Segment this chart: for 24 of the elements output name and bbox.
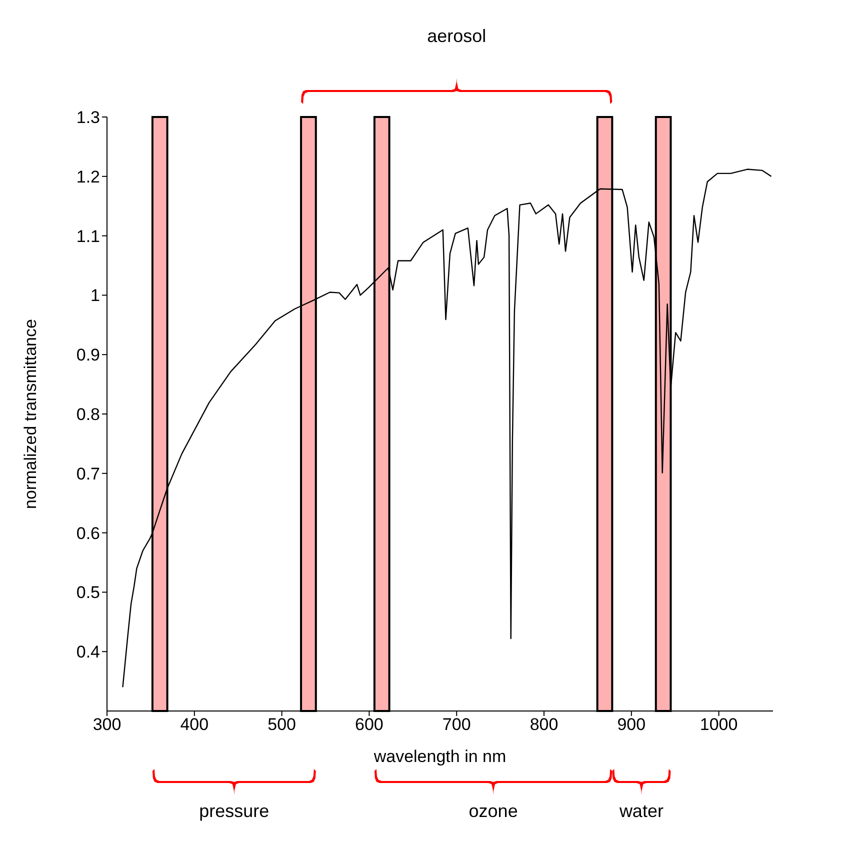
text: water <box>618 801 664 821</box>
y-tick-label: 1.3 <box>76 108 100 128</box>
y-tick-label: 0.8 <box>76 405 100 424</box>
x-tick-label: 900 <box>617 715 646 734</box>
x-axis-title: wavelength in nm <box>372 747 506 766</box>
y-tick-label: 1.2 <box>76 167 100 186</box>
text: aerosol <box>427 26 486 46</box>
y-tick-label: 1 <box>90 286 100 306</box>
x-tick-label: 700 <box>442 715 471 734</box>
text: pressure <box>199 801 270 821</box>
y-tick-label: 1.1 <box>76 226 100 246</box>
x-tick-label: 800 <box>530 715 558 734</box>
text: ozone <box>468 801 518 821</box>
y-tick-label: 0.7 <box>76 464 100 484</box>
x-tick-label: 1000 <box>700 715 738 734</box>
x-tick-label: 500 <box>268 715 296 734</box>
y-axis-title: normalized transmittance <box>21 319 40 509</box>
y-tick-label: 0.4 <box>76 642 100 662</box>
x-tick-label: 600 <box>355 715 384 734</box>
y-tick-label: 0.5 <box>76 583 100 602</box>
x-tick-label: 400 <box>180 715 209 734</box>
x-tick-label: 300 <box>92 715 122 734</box>
y-tick-label: 0.9 <box>76 346 100 365</box>
y-tick-label: 0.6 <box>76 524 100 543</box>
